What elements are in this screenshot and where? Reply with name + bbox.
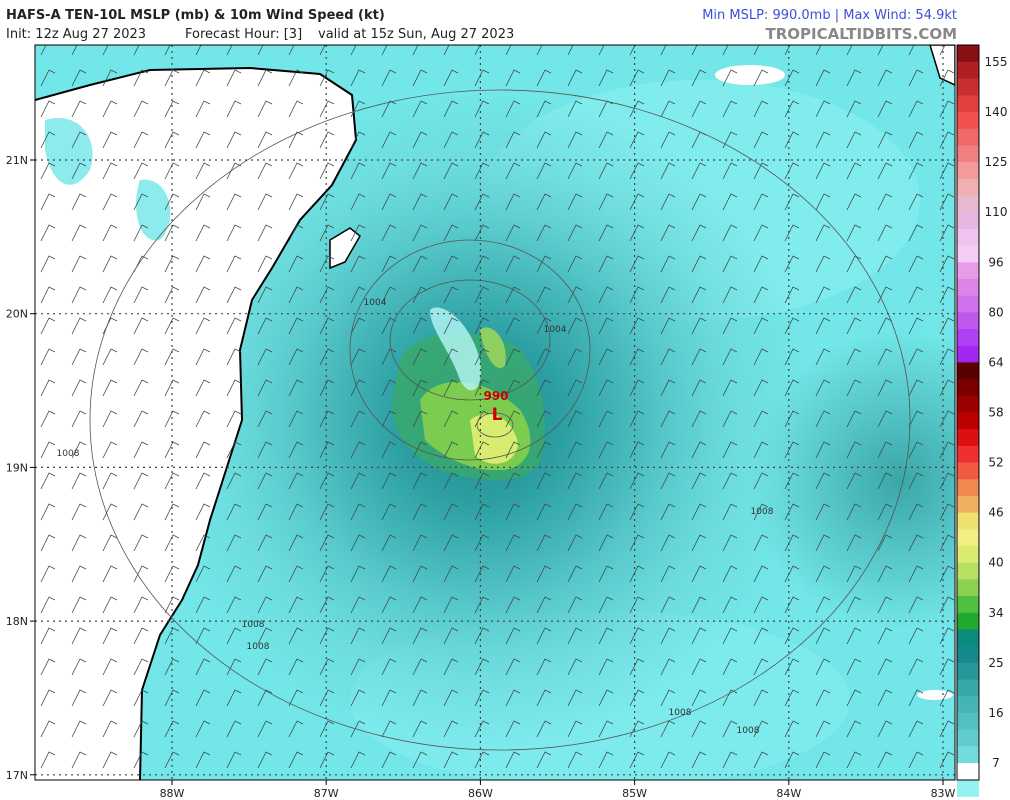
forecast-hour: Forecast Hour: [3] (185, 27, 302, 42)
colorbar-label: 25 (988, 656, 1003, 670)
colorbar-label: 40 (988, 556, 1003, 570)
map-frame (34, 44, 956, 781)
latitude-label: 17N (6, 769, 28, 782)
colorbar: 155 140 125 110 96 80 64 58 52 46 40 34 25 16 7 (956, 44, 1008, 797)
colorbar-label: 140 (985, 105, 1008, 119)
colorbar-segment (957, 312, 979, 330)
colorbar-label: 125 (985, 155, 1008, 169)
colorbar-segment (957, 763, 979, 780)
colorbar-label: 80 (988, 305, 1003, 319)
latitude-label: 20N (6, 308, 28, 321)
colorbar-label: 110 (985, 205, 1008, 219)
contour-label: 1008 (247, 642, 270, 652)
colorbar-segment (957, 562, 979, 580)
colorbar-segment (957, 345, 979, 363)
contour-label: 1008 (751, 507, 774, 517)
colorbar-segment (957, 696, 979, 714)
colorbar-segment (957, 45, 979, 62)
colorbar-segment (957, 412, 979, 430)
colorbar-segment (957, 662, 979, 681)
colorbar-label: 96 (988, 255, 1003, 269)
map-area (35, 45, 955, 780)
colorbar-segment (957, 128, 979, 146)
colorbar-segment (957, 62, 979, 80)
title: HAFS-A TEN-10L MSLP (mb) & 10m Wind Spee… (6, 8, 385, 23)
colorbar-segment (957, 596, 979, 614)
init-time: Init: 12z Aug 27 2023 (6, 27, 146, 42)
low-pressure-value: 990 (483, 389, 508, 403)
colorbar-segment (957, 145, 979, 163)
colorbar-segment (957, 429, 979, 447)
isobars (89, 89, 911, 751)
colorbar-segment (957, 295, 979, 313)
longitude-label: 83W (931, 787, 956, 800)
colorbar-frame (956, 44, 980, 781)
longitude-label: 86W (468, 787, 493, 800)
colorbar-segment (957, 78, 979, 96)
contour-label: 1004 (544, 325, 567, 335)
colorbar-segment (957, 612, 979, 630)
contour-label: 1008 (57, 449, 80, 459)
colorbar-segment (957, 278, 979, 297)
colorbar-segment (957, 379, 979, 397)
colorbar-segment (957, 629, 979, 647)
colorbar-label: 7 (992, 756, 1000, 770)
colorbar-segment (957, 529, 979, 547)
graticule (35, 45, 955, 780)
colorbar-segment (957, 546, 979, 564)
longitude-label: 88W (160, 787, 185, 800)
colorbar-segment (957, 646, 979, 664)
colorbar-segment (957, 362, 979, 380)
colorbar-label: 58 (988, 405, 1003, 419)
colorbar-label: 16 (988, 706, 1003, 720)
colorbar-segment (957, 195, 979, 213)
longitude-label: 84W (776, 787, 801, 800)
colorbar-segment (957, 245, 979, 263)
valid-time: valid at 15z Sun, Aug 27 2023 (318, 27, 514, 42)
contour-label: 1008 (242, 620, 265, 630)
colorbar-segment (957, 679, 979, 697)
colorbar-segment (957, 395, 979, 413)
wind-barbs (35, 45, 955, 780)
colorbar-label: 64 (988, 355, 1003, 369)
colorbar-segment (957, 712, 979, 731)
colorbar-segment (957, 479, 979, 497)
colorbar-segment (957, 212, 979, 230)
colorbar-label: 46 (988, 506, 1003, 520)
latitude-label: 21N (6, 154, 28, 167)
longitude-label: 87W (314, 787, 339, 800)
colorbar-segment (957, 746, 979, 764)
colorbar-segment (957, 262, 979, 280)
colorbar-label: 52 (988, 456, 1003, 470)
contour-label: 1004 (364, 298, 387, 308)
colorbar-label: 155 (985, 55, 1008, 69)
latitude-label: 18N (6, 615, 28, 628)
contour-label: 1008 (669, 708, 692, 718)
colorbar-segment (957, 462, 979, 480)
colorbar-segment (957, 729, 979, 747)
colorbar-segment (957, 579, 979, 597)
colorbar-segment (957, 329, 979, 347)
site: TROPICALTIDBITS.COM (766, 25, 958, 43)
colorbar-segment (957, 512, 979, 530)
colorbar-segment (957, 228, 979, 247)
longitude-label: 85W (622, 787, 647, 800)
colorbar-segment (957, 445, 979, 464)
colorbar-segment (957, 495, 979, 514)
colorbar-label: 34 (988, 606, 1003, 620)
colorbar-segment (957, 95, 979, 113)
low-marker: L (492, 405, 503, 425)
colorbar-segment (957, 178, 979, 197)
latitude-label: 19N (6, 461, 28, 474)
contour-label: 1008 (737, 726, 760, 736)
colorbar-segment (957, 779, 979, 797)
colorbar-segment (957, 112, 979, 130)
colorbar-segment (957, 162, 979, 180)
stats: Min MSLP: 990.0mb | Max Wind: 54.9kt (702, 8, 957, 23)
